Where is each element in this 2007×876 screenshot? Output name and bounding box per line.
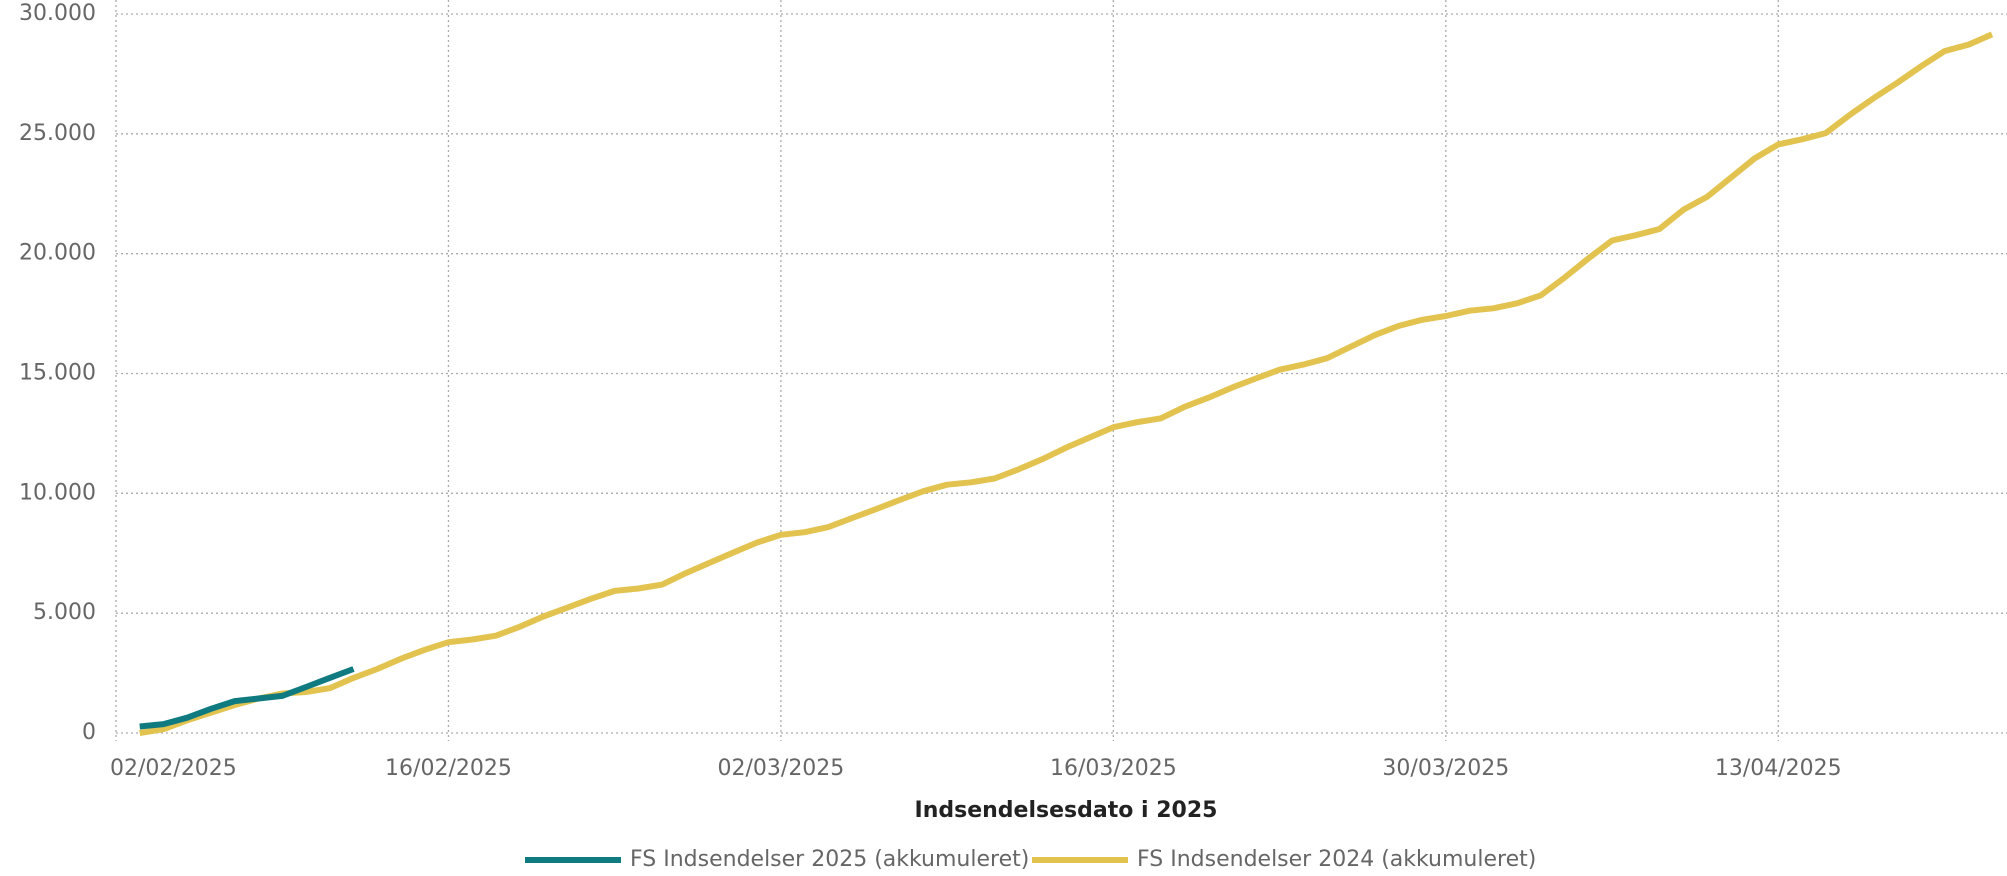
x-tick-label: 02/03/2025 bbox=[718, 756, 845, 781]
y-tick-label: 30.000 bbox=[19, 1, 96, 26]
x-axis-title: Indsendelsesdato i 2025 bbox=[915, 798, 1218, 823]
legend-label: FS Indsendelser 2025 (akkumuleret) bbox=[630, 847, 1029, 872]
y-tick-label: 0 bbox=[82, 720, 96, 745]
x-tick-label: 13/04/2025 bbox=[1715, 756, 1842, 781]
x-tick-label: 30/03/2025 bbox=[1382, 756, 1509, 781]
x-tick-label: 16/03/2025 bbox=[1050, 756, 1177, 781]
y-tick-label: 5.000 bbox=[33, 600, 96, 625]
y-tick-label: 25.000 bbox=[19, 121, 96, 146]
series-line bbox=[139, 31, 1994, 736]
x-tick-label: 16/02/2025 bbox=[385, 756, 512, 781]
x-tick-label: 02/02/2025 bbox=[110, 756, 237, 781]
y-tick-label: 20.000 bbox=[19, 241, 96, 266]
legend-label: FS Indsendelser 2024 (akkumuleret) bbox=[1137, 847, 1536, 872]
y-tick-label: 10.000 bbox=[19, 480, 96, 505]
y-tick-label: 15.000 bbox=[19, 361, 96, 386]
series-line bbox=[139, 666, 355, 730]
